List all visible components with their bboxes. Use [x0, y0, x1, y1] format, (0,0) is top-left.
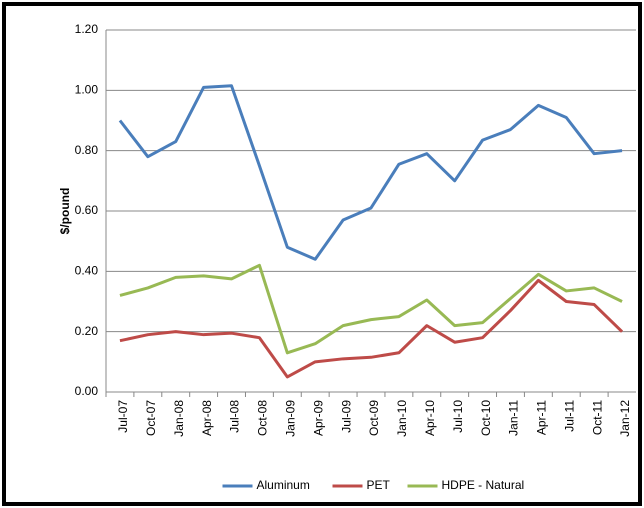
y-tick-label: 0.40 [75, 264, 99, 278]
legend-label: PET [367, 478, 391, 492]
legend-label: HDPE - Natural [442, 478, 525, 492]
x-tick-label: Jan-08 [172, 400, 186, 437]
y-tick-label: 1.20 [75, 22, 99, 36]
x-tick-label: Apr-10 [423, 400, 437, 436]
series-line [119, 278, 624, 379]
x-tick-label: Jul-08 [228, 400, 242, 433]
x-tick-label: Jul-09 [339, 400, 353, 433]
x-tick-label: Oct-07 [144, 400, 158, 436]
x-tick-label: Jan-09 [283, 400, 297, 437]
x-tick-label: Jan-10 [395, 400, 409, 437]
x-tick-label: Oct-08 [256, 400, 270, 436]
x-tick-label: Apr-08 [200, 400, 214, 436]
y-axis-label: $/pound [58, 188, 72, 235]
x-tick-label: Oct-10 [479, 400, 493, 436]
x-tick-label: Apr-09 [311, 400, 325, 436]
y-tick-label: 0.60 [75, 203, 99, 217]
x-tick-label: Jan-11 [507, 400, 521, 436]
series-line [119, 263, 623, 355]
x-tick-label: Jan-12 [618, 400, 632, 437]
x-tick-label: Oct-11 [590, 400, 604, 435]
series-line [118, 84, 623, 261]
y-tick-label: 0.20 [75, 324, 99, 338]
x-tick-label: Jul-07 [116, 400, 130, 433]
x-tick-label: Oct-09 [367, 400, 381, 436]
y-tick-label: 0.00 [75, 384, 99, 398]
x-tick-label: Jul-11 [562, 400, 576, 432]
legend-label: Aluminum [257, 478, 310, 492]
y-tick-label: 0.80 [75, 143, 99, 157]
x-tick-label: Jul-10 [451, 400, 465, 433]
x-tick-label: Apr-11 [535, 400, 549, 435]
y-tick-label: 1.00 [75, 83, 99, 97]
